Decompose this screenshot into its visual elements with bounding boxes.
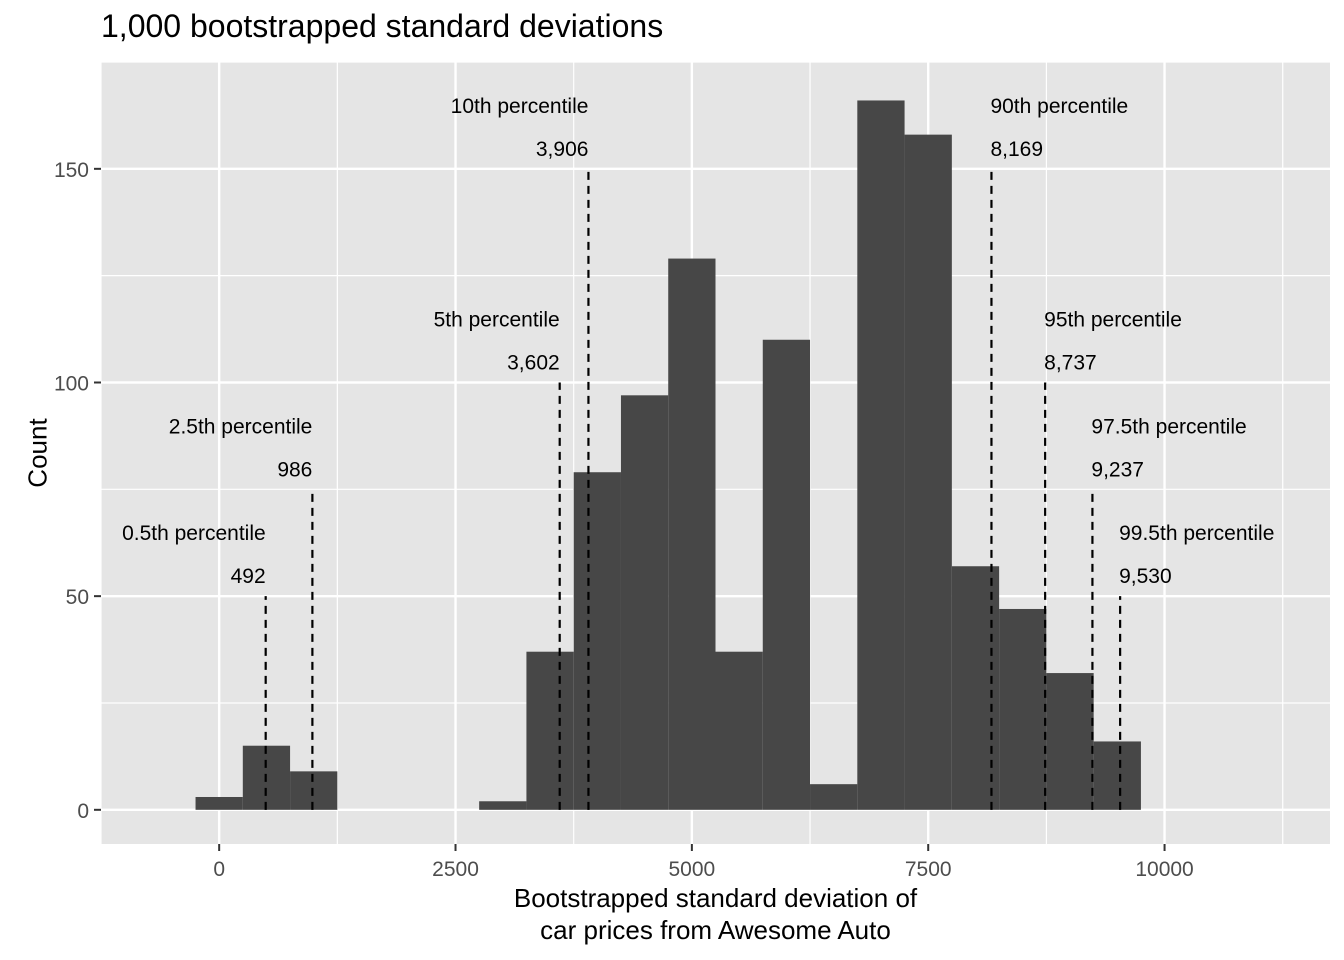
histogram-bar bbox=[762, 339, 811, 810]
y-tick-label: 100 bbox=[54, 372, 89, 395]
histogram-bar bbox=[526, 651, 574, 810]
percentile-label: 2.5th percentile bbox=[169, 415, 313, 438]
percentile-label: 95th percentile bbox=[1044, 308, 1182, 331]
percentile-label: 0.5th percentile bbox=[122, 522, 266, 545]
x-tick-label: 10000 bbox=[1135, 858, 1193, 881]
percentile-value: 8,169 bbox=[990, 138, 1043, 161]
percentile-value: 8,737 bbox=[1044, 351, 1097, 374]
histogram-bar bbox=[620, 395, 669, 810]
percentile-label: 10th percentile bbox=[451, 95, 589, 118]
y-tick-label: 150 bbox=[54, 159, 89, 182]
chart-title: 1,000 bootstrapped standard deviations bbox=[101, 8, 664, 44]
x-tick-label: 0 bbox=[213, 858, 225, 881]
histogram-bar bbox=[1046, 673, 1094, 810]
y-axis-label: Count bbox=[22, 418, 53, 488]
histogram-bar bbox=[857, 100, 905, 810]
histogram-bars bbox=[195, 100, 1141, 810]
histogram-bar bbox=[195, 796, 243, 810]
percentile-value: 9,237 bbox=[1091, 458, 1144, 481]
histogram-bar bbox=[904, 134, 952, 810]
y-tick-label: 50 bbox=[66, 586, 89, 609]
histogram-bar bbox=[479, 801, 527, 810]
percentile-annotations: 492 0.5th percentile 986 2.5th percentile 3,… bbox=[122, 95, 1274, 810]
percentile-value: 3,906 bbox=[536, 138, 589, 161]
histogram-bar bbox=[999, 608, 1047, 810]
x-axis-label-line-2: car prices from Awesome Auto bbox=[540, 915, 891, 945]
x-tick-label: 7500 bbox=[905, 858, 952, 881]
percentile-value: 986 bbox=[277, 458, 312, 481]
x-tick-label: 2500 bbox=[432, 858, 479, 881]
y-tick-label: 0 bbox=[77, 800, 89, 823]
percentile-label: 90th percentile bbox=[990, 95, 1128, 118]
percentile-label: 5th percentile bbox=[434, 308, 560, 331]
percentile-value: 9,530 bbox=[1119, 565, 1172, 588]
histogram-bar bbox=[810, 784, 858, 810]
x-axis-label-line-1: Bootstrapped standard deviation of bbox=[513, 883, 918, 913]
percentile-label: 99.5th percentile bbox=[1119, 522, 1274, 545]
x-tick-label: 5000 bbox=[669, 858, 716, 881]
histogram-bar bbox=[715, 651, 763, 810]
percentile-value: 3,602 bbox=[507, 351, 560, 374]
histogram-bar bbox=[951, 566, 1000, 810]
percentile-value: 492 bbox=[231, 565, 266, 588]
percentile-label: 97.5th percentile bbox=[1091, 415, 1246, 438]
histogram-bar bbox=[1093, 741, 1141, 810]
histogram-bar bbox=[668, 258, 716, 810]
axes: 0 2500 5000 7500 10000 0 50 100 150 bbox=[54, 159, 1194, 881]
histogram-bar bbox=[290, 771, 338, 810]
histogram-bar bbox=[573, 472, 621, 810]
